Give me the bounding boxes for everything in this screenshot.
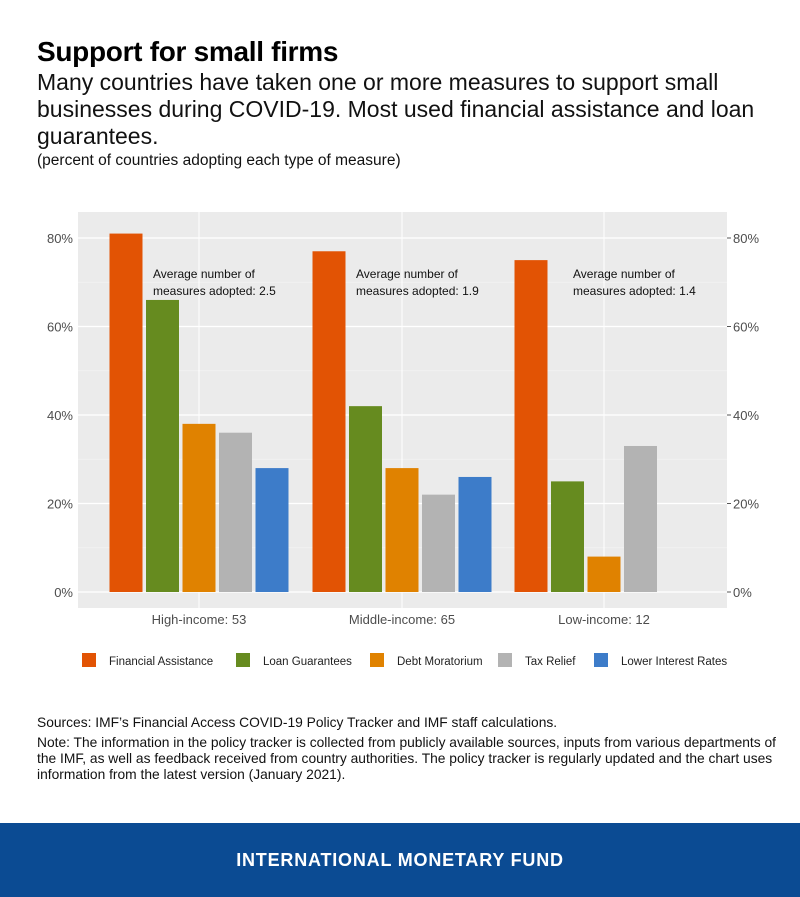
x-tick-label: High-income: 53 <box>152 612 247 627</box>
chart-units: (percent of countries adopting each type… <box>37 152 401 169</box>
legend-swatch <box>498 653 512 667</box>
y-tick-label-right: 0% <box>733 585 752 600</box>
annotation-line-1: Average number of <box>356 267 459 281</box>
chart-subtitle: Many countries have taken one or more me… <box>37 69 755 149</box>
legend-swatch <box>594 653 608 667</box>
y-tick-label-right: 80% <box>733 231 759 246</box>
bar-loan-guarantees <box>551 481 584 592</box>
x-tick-label: Low-income: 12 <box>558 612 650 627</box>
footer-brand: INTERNATIONAL MONETARY FUND <box>0 823 800 897</box>
bar-financial-assistance <box>312 251 346 592</box>
sources-block: Sources: IMF’s Financial Access COVID-19… <box>37 715 777 787</box>
bar-financial-assistance <box>514 260 548 592</box>
legend-label: Loan Guarantees <box>263 656 352 668</box>
x-tick-label: Middle-income: 65 <box>349 612 455 627</box>
bar-debt-moratorium <box>587 556 621 592</box>
bar-loan-guarantees <box>349 406 382 592</box>
note-text: Note: The information in the policy trac… <box>37 735 776 782</box>
bar-financial-assistance <box>109 233 143 592</box>
y-tick-label-left: 40% <box>47 408 73 423</box>
sources-text: Sources: IMF’s Financial Access COVID-19… <box>37 715 558 730</box>
legend-label: Lower Interest Rates <box>621 656 727 668</box>
legend-label: Debt Moratorium <box>397 656 483 668</box>
bar-chart: 0% 0% 20% 20% 40% 40% 60% 60% 80% 80% High-income:… <box>47 212 759 668</box>
annotation-line-1: Average number of <box>153 267 256 281</box>
legend-label: Tax Relief <box>525 656 576 668</box>
y-tick-label-right: 40% <box>733 408 759 423</box>
annotation-line-2: measures adopted: 1.9 <box>356 284 479 298</box>
bar-tax-relief <box>219 432 252 592</box>
bar-tax-relief <box>422 494 455 592</box>
annotation-line-1: Average number of <box>573 267 676 281</box>
legend-label: Financial Assistance <box>109 656 213 668</box>
y-tick-label-right: 60% <box>733 320 759 335</box>
bar-lower-interest-rates <box>255 468 289 592</box>
legend-swatch <box>82 653 96 667</box>
bar-debt-moratorium <box>182 423 216 592</box>
legend-swatch <box>370 653 384 667</box>
y-tick-label-left: 80% <box>47 231 73 246</box>
y-tick-label-left: 0% <box>54 585 73 600</box>
y-tick-label-right: 20% <box>733 497 759 512</box>
chart-title: Support for small firms <box>37 36 339 67</box>
y-tick-label-left: 60% <box>47 320 73 335</box>
bar-debt-moratorium <box>385 468 419 592</box>
bar-loan-guarantees <box>146 299 179 592</box>
annotation-line-2: measures adopted: 2.5 <box>153 284 276 298</box>
y-tick-label-left: 20% <box>47 497 73 512</box>
legend-swatch <box>236 653 250 667</box>
bar-lower-interest-rates <box>458 476 492 592</box>
annotation-line-2: measures adopted: 1.4 <box>573 284 696 298</box>
bar-tax-relief <box>624 445 657 592</box>
